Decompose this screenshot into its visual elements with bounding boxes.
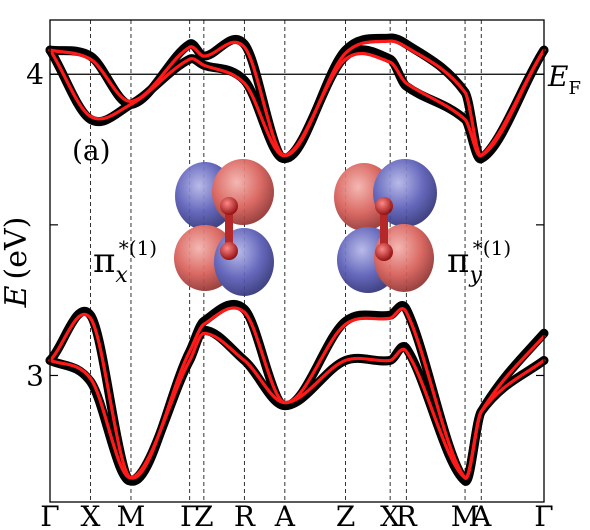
panel-label: (a) — [72, 134, 111, 167]
x-tick-label: M — [117, 500, 146, 530]
band-4-dft-line — [45, 299, 549, 486]
orbital-label-y: πy*(1) — [447, 236, 511, 288]
orbital-pi-x-image — [174, 159, 274, 296]
x-tick-label: R — [234, 500, 256, 530]
orbital-pi-y-image — [334, 159, 437, 293]
band-4-fit-line — [48, 306, 546, 480]
x-tick-label: X — [81, 500, 101, 530]
y-axis-label: E(eV) — [0, 217, 34, 309]
x-tick-label: X — [380, 500, 400, 530]
fermi-level-label: EF — [547, 60, 581, 99]
x-tick-label: A — [274, 500, 296, 530]
x-tick-label: Γ — [534, 500, 553, 530]
x-tick-label: Γ — [180, 500, 199, 530]
x-tick-label: Γ — [40, 500, 59, 530]
x-tick-label: M — [451, 500, 480, 530]
x-tick-label: A — [470, 500, 492, 530]
fermi-level: EF — [50, 60, 581, 99]
orbital-label-x: πx*(1) — [93, 236, 157, 288]
x-tick-label: R — [396, 500, 418, 530]
band-2-fit-line — [48, 39, 546, 158]
band-lines — [45, 33, 549, 486]
x-axis: Γ X M ΓZ R A Z XR MA Γ — [40, 500, 553, 530]
y-tick-label: 4 — [26, 58, 44, 91]
x-tick-label: Z — [336, 500, 355, 530]
y-tick-label: 3 — [26, 359, 44, 392]
x-tick-label: Z — [194, 500, 213, 530]
y-axis: 34 — [26, 58, 544, 392]
plot-frame — [49, 19, 545, 503]
